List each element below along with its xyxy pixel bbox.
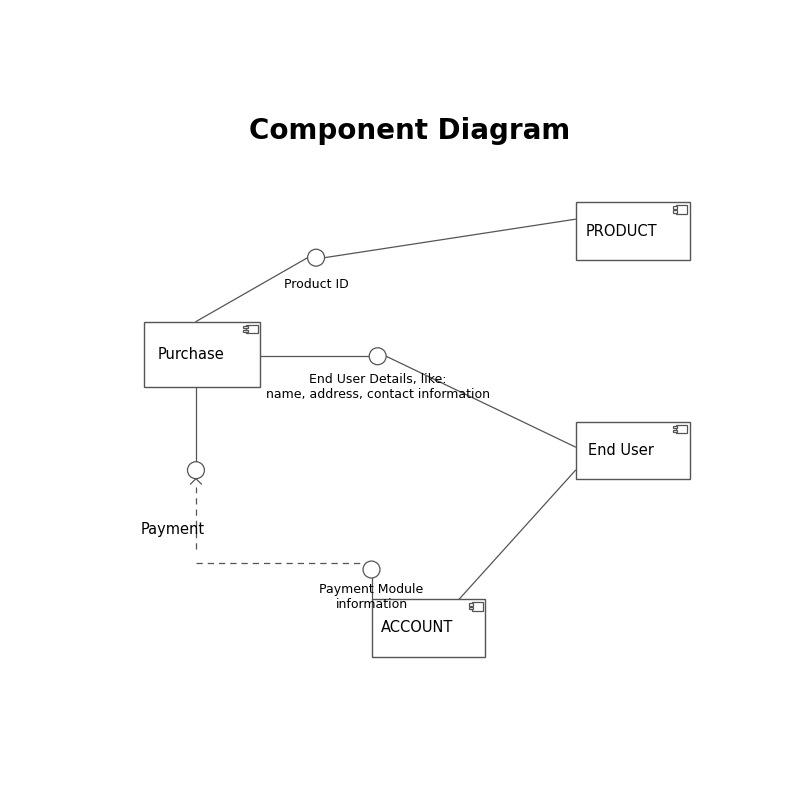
Text: Product ID: Product ID [284, 278, 349, 290]
Bar [144, 322, 260, 387]
Text: Payment Module
information: Payment Module information [319, 583, 424, 611]
Bar [676, 425, 687, 434]
Bar [472, 602, 483, 611]
Bar [575, 422, 690, 479]
Text: Component Diagram: Component Diagram [250, 117, 570, 146]
Circle shape [187, 462, 205, 478]
Bar [469, 603, 474, 605]
Bar [371, 599, 486, 656]
Text: End User Details, like:
name, address, contact information: End User Details, like: name, address, c… [266, 373, 490, 401]
Circle shape [307, 249, 325, 266]
Text: End User: End User [588, 443, 654, 458]
Bar [575, 202, 690, 260]
Bar [673, 206, 678, 209]
Bar [469, 607, 474, 609]
Text: PRODUCT: PRODUCT [586, 224, 657, 238]
Bar [246, 325, 258, 334]
Circle shape [363, 561, 380, 578]
Text: Purchase: Purchase [157, 347, 224, 362]
Circle shape [369, 348, 386, 364]
Bar [676, 205, 687, 214]
Bar [673, 426, 678, 428]
Bar [243, 330, 248, 332]
Bar [673, 430, 678, 432]
Bar [673, 210, 678, 212]
Text: Payment: Payment [141, 522, 205, 537]
Text: ACCOUNT: ACCOUNT [381, 620, 454, 635]
Bar [243, 326, 248, 328]
